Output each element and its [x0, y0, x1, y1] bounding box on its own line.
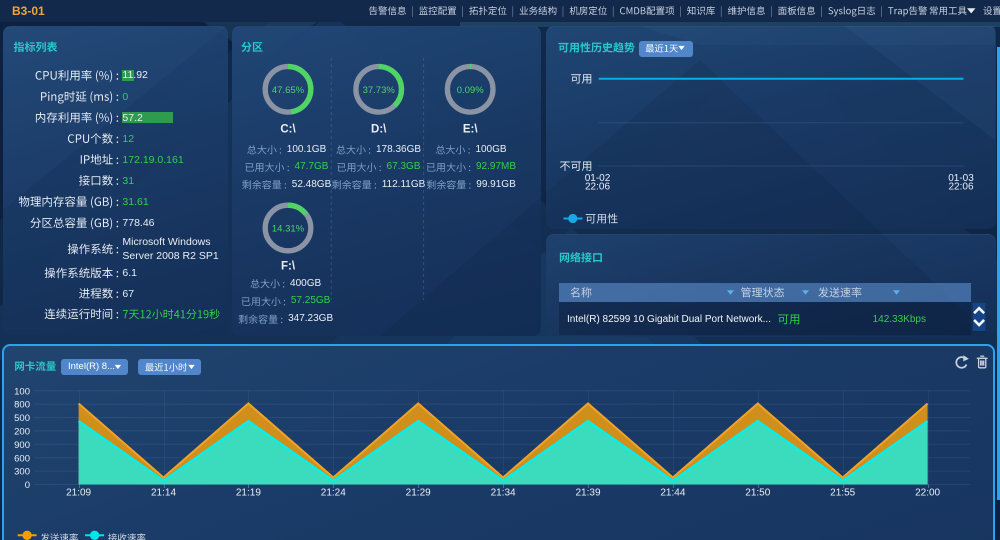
svg-text:D:\: D:\: [371, 124, 387, 136]
svg-text:100: 100: [14, 386, 30, 397]
svg-text:21:29: 21:29: [406, 487, 431, 498]
svg-text:C:\: C:\: [280, 124, 296, 136]
svg-text:600: 600: [14, 453, 30, 464]
svg-text:21:39: 21:39: [575, 487, 600, 498]
svg-text:21:19: 21:19: [236, 487, 261, 498]
svg-text:0: 0: [25, 480, 30, 491]
svg-text:21:44: 21:44: [660, 487, 685, 498]
svg-text:21:14: 21:14: [151, 487, 176, 498]
svg-text:21:50: 21:50: [745, 487, 770, 498]
svg-text:21:55: 21:55: [830, 487, 855, 498]
svg-text:300: 300: [14, 467, 30, 478]
svg-text:14.31%: 14.31%: [272, 224, 305, 235]
svg-text:0.09%: 0.09%: [457, 85, 484, 96]
svg-text:900: 900: [14, 440, 30, 451]
svg-text:21:24: 21:24: [321, 487, 346, 498]
svg-text:37.73%: 37.73%: [363, 85, 396, 96]
svg-text:E:\: E:\: [463, 124, 479, 136]
svg-text:01-02: 01-02: [585, 173, 611, 184]
svg-text:22:06: 22:06: [948, 182, 973, 193]
svg-text:200: 200: [14, 427, 30, 438]
svg-text:500: 500: [14, 413, 30, 424]
svg-text:F:\: F:\: [281, 261, 296, 273]
svg-text:21:34: 21:34: [491, 487, 516, 498]
svg-text:47.65%: 47.65%: [272, 85, 305, 96]
svg-text:22:06: 22:06: [585, 182, 610, 193]
svg-text:22:00: 22:00: [915, 487, 940, 498]
svg-text:21:09: 21:09: [66, 487, 91, 498]
svg-text:01-03: 01-03: [948, 173, 974, 184]
svg-text:800: 800: [14, 400, 30, 411]
